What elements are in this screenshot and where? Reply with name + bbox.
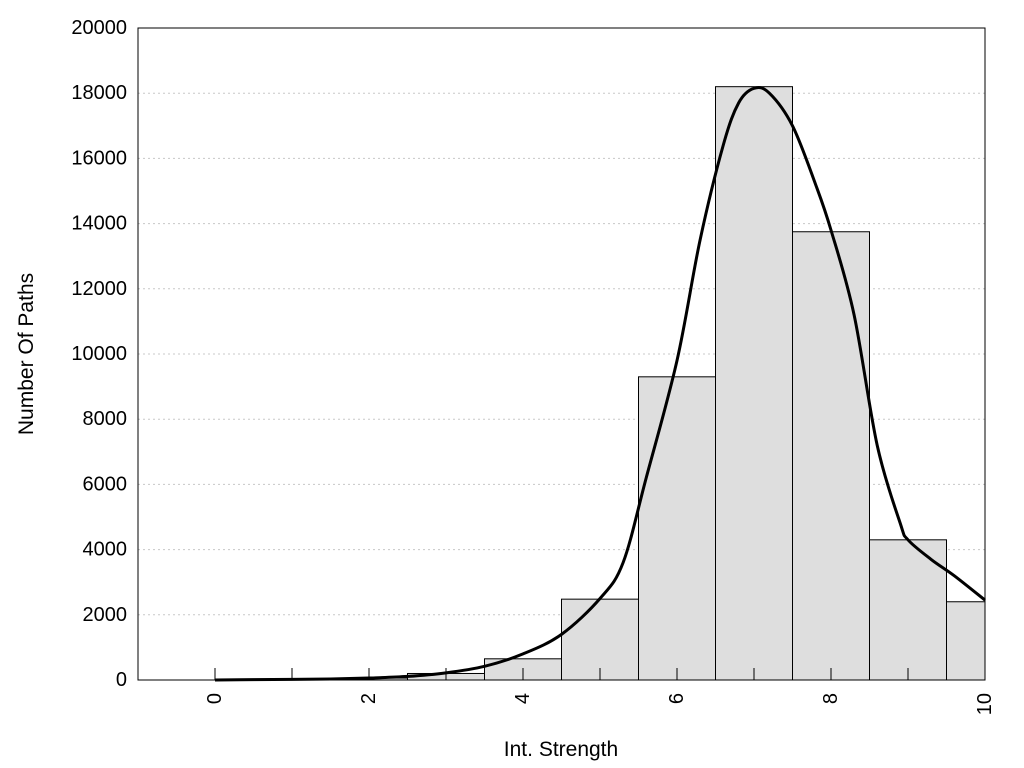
y-tick-label: 14000 xyxy=(71,213,127,235)
y-axis-title: Number Of Paths xyxy=(15,273,38,435)
density-curve xyxy=(214,85,986,682)
y-tick-label: 20000 xyxy=(71,17,127,39)
y-tick-label: 12000 xyxy=(71,278,127,300)
y-tick-label: 0 xyxy=(116,669,127,691)
histogram-bar xyxy=(715,86,793,681)
x-tick-label: 2 xyxy=(358,693,380,704)
histogram-bar xyxy=(869,539,947,681)
histogram-bar xyxy=(792,231,870,681)
plot-frame xyxy=(137,27,986,681)
y-axis-ticks: 0 2000 4000 6000 8000 10000 12000 14000 16000 180… xyxy=(71,17,127,691)
x-tick-label: 0 xyxy=(204,693,226,704)
y-tick-label: 16000 xyxy=(71,147,127,169)
bars xyxy=(330,86,986,681)
x-tick-label: 10 xyxy=(974,693,996,715)
density-curve-line xyxy=(214,85,986,682)
y-tick-label: 8000 xyxy=(83,408,128,430)
x-axis-title: Int. Strength xyxy=(504,738,618,761)
y-tick-label: 4000 xyxy=(83,539,128,561)
x-tick-label: 8 xyxy=(820,693,842,704)
y-tick-label: 18000 xyxy=(71,82,127,104)
x-tick-label: 6 xyxy=(666,693,688,704)
y-tick-label: 10000 xyxy=(71,343,127,365)
y-tick-label: 6000 xyxy=(83,473,128,495)
histogram-bar xyxy=(638,376,716,681)
x-tick-label: 4 xyxy=(512,693,534,704)
histogram-bar xyxy=(946,601,986,681)
y-tick-label: 2000 xyxy=(83,604,128,626)
histogram-bar xyxy=(561,598,639,681)
x-axis-ticks: 0 2 4 6 8 10 xyxy=(204,668,996,715)
